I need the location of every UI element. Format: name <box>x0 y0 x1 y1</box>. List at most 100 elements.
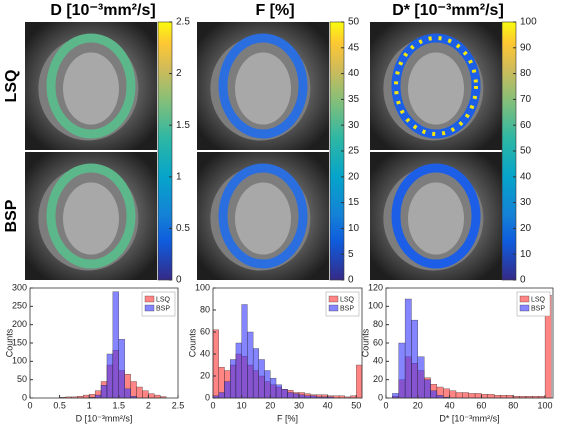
histogram-bar <box>118 339 125 399</box>
histogram-bar <box>506 395 514 399</box>
legend-swatch <box>144 295 155 303</box>
x-tick-label: 2.5 <box>172 400 185 410</box>
row-label: BSP <box>3 199 20 232</box>
y-tick-label: 250 <box>12 301 27 311</box>
panel-title: D [10⁻³mm²/s] <box>50 2 155 19</box>
histogram-bar <box>449 390 457 399</box>
mri-image <box>370 22 502 150</box>
colorbar-tick-label: 40 <box>520 171 532 182</box>
colorbar-tick-label: 50 <box>348 17 360 28</box>
colorbar-tick-label: 15 <box>348 197 360 208</box>
legend-label: BSP <box>340 305 354 312</box>
x-tick-label: 20 <box>413 400 423 410</box>
x-axis-label: F [%] <box>277 413 298 423</box>
myocardium <box>218 33 308 139</box>
mri-image <box>197 152 329 280</box>
blood-pool <box>235 52 291 125</box>
legend-label: LSQ <box>531 296 546 303</box>
y-tick-label: 0 <box>22 392 27 402</box>
speckle <box>394 36 478 136</box>
colorbar-tick-label: 80 <box>520 68 532 79</box>
colorbar-tick-label: 30 <box>348 120 360 131</box>
histogram-bar <box>287 392 294 399</box>
colorbar-tick-label: 70 <box>520 94 532 105</box>
legend-label: BSP <box>156 305 170 312</box>
y-axis-label: Counts <box>187 328 197 357</box>
legend-label: LSQ <box>340 296 355 303</box>
histogram-bar <box>235 342 242 399</box>
legend-swatch <box>328 295 339 303</box>
myocardium <box>218 163 308 269</box>
histogram-bar <box>241 304 248 399</box>
histogram-bar <box>247 331 254 399</box>
legend-swatch <box>144 304 155 312</box>
y-tick-label: 100 <box>368 301 383 311</box>
panel-title: D* [10⁻³mm²/s] <box>392 2 504 19</box>
y-tick-label: 0 <box>378 392 383 402</box>
blood-pool <box>63 52 119 125</box>
x-tick-label: 1.5 <box>113 400 126 410</box>
colorbar-tick-label: 35 <box>348 94 360 105</box>
histogram-bar <box>142 390 149 399</box>
histogram-bar <box>154 394 161 399</box>
y-tick-label: 60 <box>200 326 210 336</box>
colorbar-tick-label: 5 <box>348 249 354 260</box>
histogram-bar <box>436 395 444 399</box>
y-tick-label: 50 <box>17 374 27 384</box>
x-tick-label: 0 <box>27 400 32 410</box>
histogram-bar <box>392 393 399 399</box>
histogram-bar <box>130 381 137 399</box>
histogram-bar <box>270 378 277 399</box>
y-tick-label: 80 <box>200 304 210 314</box>
histogram-bar <box>212 329 219 399</box>
blood-pool <box>408 52 464 125</box>
histogram-bar <box>258 359 265 399</box>
histogram-bar <box>293 393 300 399</box>
colorbar-tick-label: 1 <box>176 171 182 182</box>
y-tick-label: 40 <box>200 348 210 358</box>
legend-swatch <box>328 304 339 312</box>
colorbar <box>157 21 173 281</box>
colorbar-tick-label: 2.5 <box>176 17 190 28</box>
histogram-bar <box>430 390 438 399</box>
histogram-bar <box>224 381 231 399</box>
y-tick-label: 0 <box>205 392 210 402</box>
legend-swatch <box>519 295 530 303</box>
myocardium <box>46 33 136 139</box>
colorbar-tick-label: 20 <box>520 223 532 234</box>
x-tick-label: 0.5 <box>53 400 66 410</box>
myocardium <box>46 163 136 269</box>
histogram-bar <box>275 384 282 399</box>
colorbar-tick-label: 90 <box>520 42 532 53</box>
histogram-bar <box>481 394 488 399</box>
x-tick-label: 80 <box>508 400 518 410</box>
y-tick-label: 120 <box>368 282 383 292</box>
x-axis-label: D [10⁻³mm²/s] <box>76 413 133 423</box>
y-tick-label: 100 <box>12 356 27 366</box>
y-tick-label: 300 <box>12 282 27 292</box>
histogram-bar <box>264 370 271 399</box>
histogram-bar <box>424 379 431 399</box>
colorbar-tick-label: 30 <box>520 197 532 208</box>
histogram-bar <box>494 395 501 399</box>
colorbar-tick-label: 60 <box>520 120 532 131</box>
histogram-bar <box>94 394 102 399</box>
y-tick-label: 20 <box>200 370 210 380</box>
y-tick-label: 150 <box>12 337 27 347</box>
histogram-bar <box>124 388 131 399</box>
mri-image <box>25 22 157 150</box>
histogram-bar <box>112 291 119 399</box>
x-tick-label: 30 <box>294 400 304 410</box>
axes-box <box>212 287 363 399</box>
blood-pool <box>408 182 464 255</box>
histogram-bar <box>404 298 412 399</box>
histogram-bar <box>106 353 114 399</box>
colorbar-tick-label: 50 <box>520 146 532 157</box>
mri-image <box>370 152 502 280</box>
histogram-bar <box>455 392 463 399</box>
x-tick-label: 60 <box>476 400 486 410</box>
y-tick-label: 200 <box>12 319 27 329</box>
histogram-bar <box>252 348 259 399</box>
colorbar-tick-label: 0 <box>520 275 526 286</box>
